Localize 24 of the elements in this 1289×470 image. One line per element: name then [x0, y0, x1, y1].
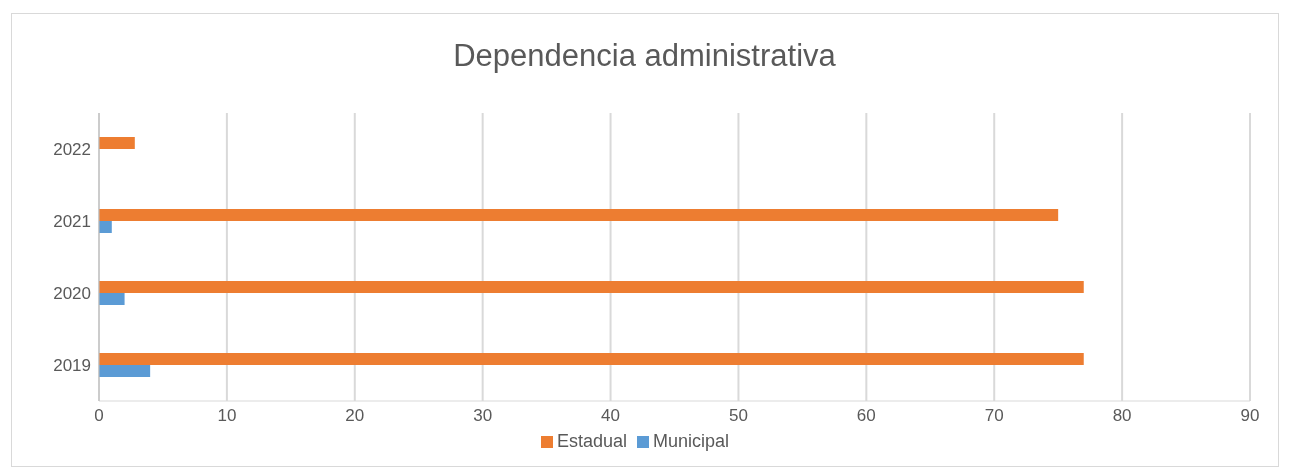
- legend-label: Estadual: [556, 431, 627, 451]
- y-tick-label: 2022: [53, 140, 91, 160]
- bar: [99, 293, 125, 305]
- x-tick-label: 90: [1240, 406, 1260, 426]
- x-tick-label: 20: [345, 406, 365, 426]
- chart-title: Dependencia administrativa: [452, 38, 837, 74]
- x-tick-label: 80: [1112, 406, 1132, 426]
- y-tick-label: 2021: [53, 212, 91, 232]
- bar: [99, 137, 135, 149]
- y-tick-label: 2019: [53, 356, 91, 376]
- x-tick-label: 0: [94, 406, 104, 426]
- x-tick-label: 10: [217, 406, 237, 426]
- y-tick-label: 2020: [53, 284, 91, 304]
- x-tick-label: 60: [856, 406, 876, 426]
- bar: [99, 281, 1084, 293]
- legend-label: Municipal: [653, 431, 730, 451]
- x-tick-label: 70: [984, 406, 1004, 426]
- bar: [99, 353, 1084, 365]
- bar: [99, 365, 151, 377]
- x-tick-label: 40: [601, 406, 621, 426]
- bar: [99, 221, 112, 233]
- bar: [99, 209, 1059, 221]
- x-tick-label: 50: [728, 406, 748, 426]
- x-tick-label: 30: [473, 406, 493, 426]
